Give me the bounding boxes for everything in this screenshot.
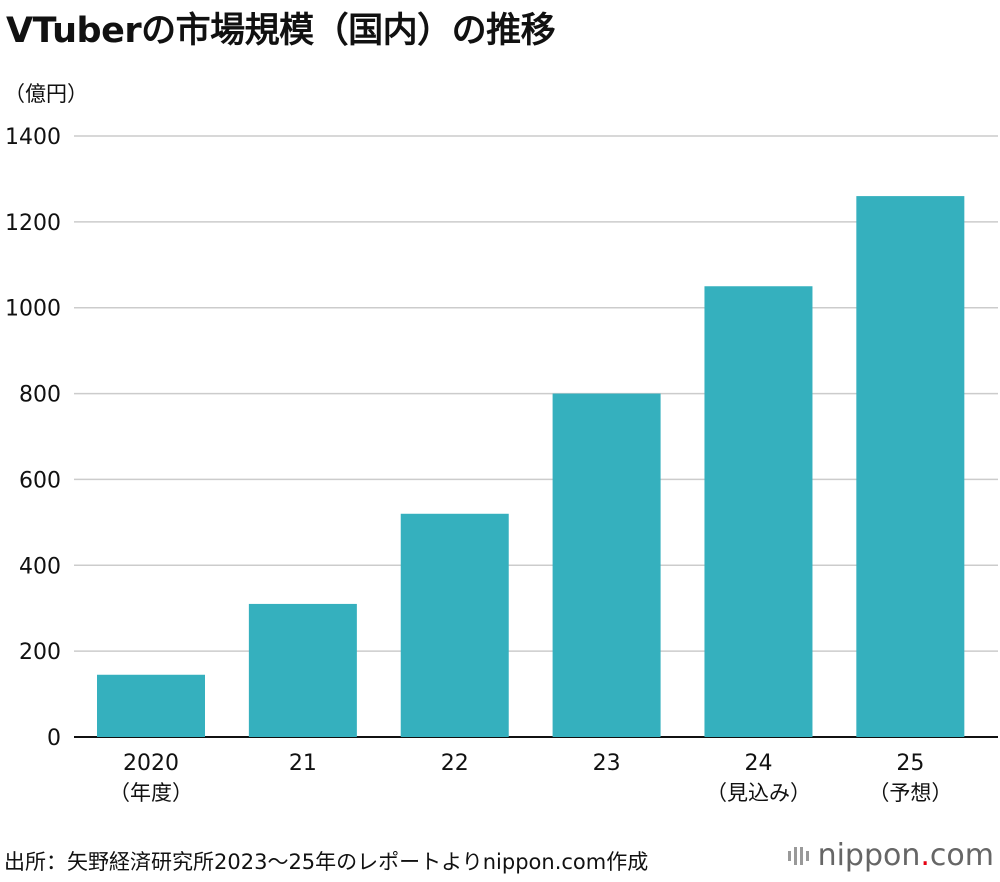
y-tick-label: 600	[19, 468, 61, 493]
bar-23	[552, 393, 661, 737]
x-tick-sublabel: （予想）	[868, 781, 952, 805]
x-tick-labels: 2020 （年度） 21 22 23 24 （見込み） 25 （予想）	[109, 751, 952, 805]
brand-name: nippon	[817, 838, 921, 873]
y-axis-unit-label: （億円）	[4, 82, 88, 106]
x-tick-label: 21	[289, 751, 317, 776]
x-tick-label: 24	[744, 751, 772, 776]
x-tick-label: 2020	[123, 751, 179, 776]
gridlines	[74, 135, 998, 738]
x-tick-sublabel: （年度）	[109, 781, 193, 805]
nippon-mark-icon	[787, 846, 809, 865]
bar-22	[400, 513, 509, 737]
x-tick-label: 25	[896, 751, 924, 776]
x-tick-sublabel: （見込み）	[706, 781, 811, 805]
x-tick-label: 22	[441, 751, 469, 776]
bar-chart: 0 200 400 600 800 1000 1200 1400 2020 （年度） 21 22 23…	[5, 125, 998, 805]
y-tick-label: 1400	[5, 125, 61, 150]
brand-dot: .	[920, 838, 930, 873]
y-tick-label: 200	[19, 640, 61, 665]
x-tick-label: 23	[593, 751, 621, 776]
y-tick-label: 800	[19, 383, 61, 408]
chart-title: VTuberの市場規模（国内）の推移	[6, 11, 556, 51]
y-tick-label: 400	[19, 554, 61, 579]
bar-24	[704, 286, 813, 737]
brand-logo: nippon. com	[787, 838, 994, 873]
bar-25	[856, 196, 965, 738]
brand-suffix: com	[929, 838, 994, 873]
source-note: 出所：矢野経済研究所2023〜25年のレポートよりnippon.com作成	[4, 850, 649, 874]
bar-2020	[97, 674, 205, 737]
y-tick-label: 0	[47, 726, 61, 751]
y-tick-label: 1200	[5, 211, 61, 236]
bars	[97, 196, 965, 738]
bar-21	[248, 603, 357, 737]
y-tick-label: 1000	[5, 297, 61, 322]
y-tick-labels: 0 200 400 600 800 1000 1200 1400	[5, 125, 61, 751]
